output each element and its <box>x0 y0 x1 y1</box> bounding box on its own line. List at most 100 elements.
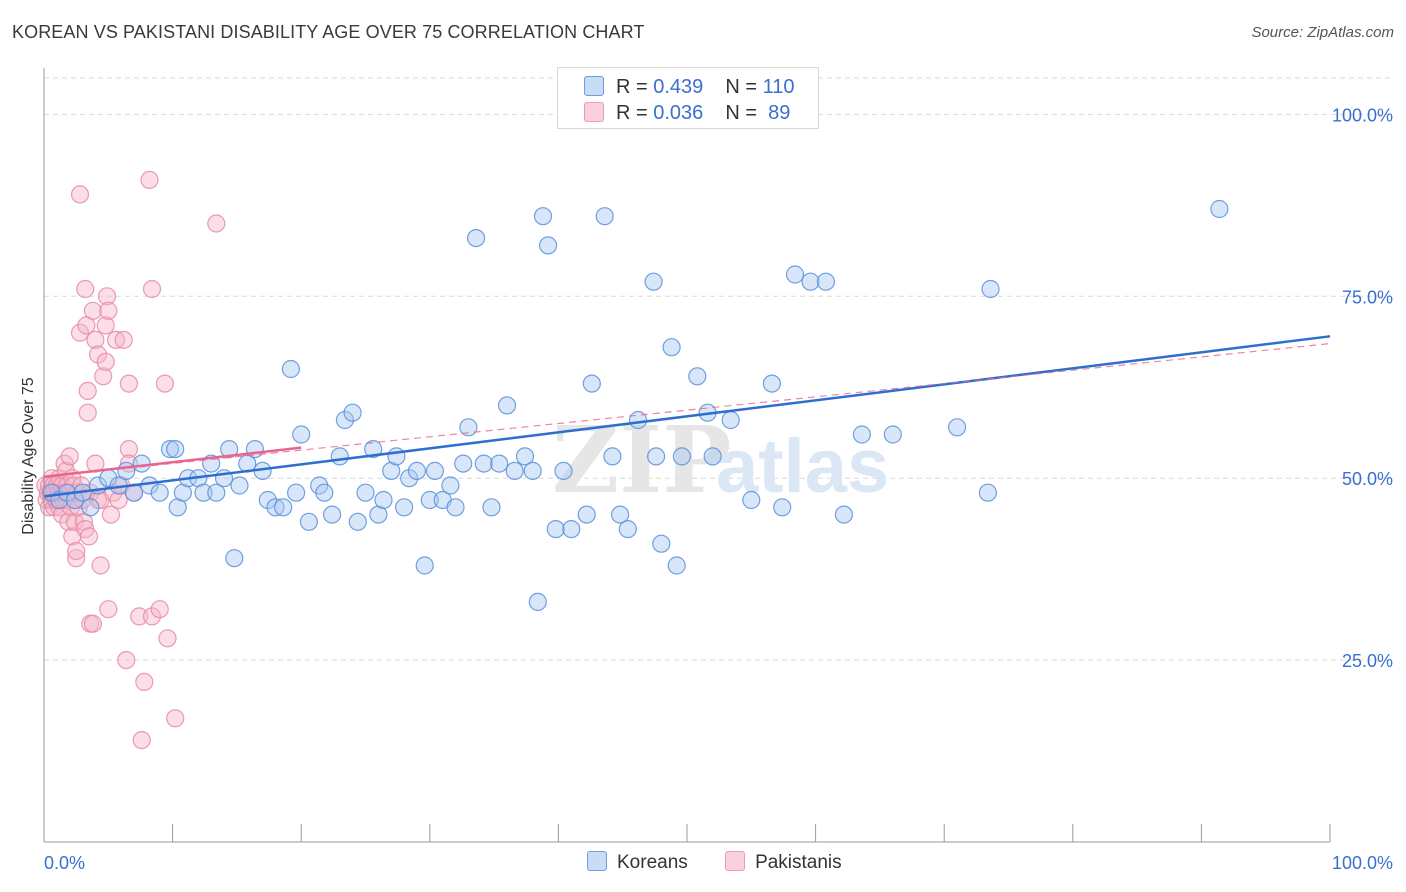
r-value-koreans: 0.439 <box>653 76 704 98</box>
pakistani-point <box>207 214 226 233</box>
korean-point <box>348 512 367 531</box>
stats-legend: R = 0.439 N = 110 R = 0.036 N = 89 <box>557 67 819 129</box>
pakistani-point <box>78 381 97 400</box>
korean-point <box>459 418 478 437</box>
korean-point <box>173 483 192 502</box>
korean-point <box>801 272 820 291</box>
pakistani-point <box>99 301 118 320</box>
korean-point <box>323 505 342 524</box>
x-tick-label: 100.0% <box>1332 853 1393 873</box>
legend-row-koreans: R = 0.439 N = 110 <box>584 76 794 100</box>
legend-row-pakistanis: R = 0.036 N = 89 <box>584 102 790 126</box>
korean-point <box>415 556 434 575</box>
pakistani-point <box>70 185 90 204</box>
korean-point <box>407 461 426 480</box>
pakistani-point <box>78 403 97 422</box>
korean-point <box>721 410 740 430</box>
korean-point <box>644 272 663 291</box>
r-label: R = <box>616 102 654 124</box>
n-value-koreans: 110 <box>762 76 795 98</box>
korean-point <box>387 447 406 466</box>
pakistani-point <box>76 279 95 299</box>
korean-point <box>292 425 311 444</box>
korean-point <box>454 454 473 473</box>
pakistani-point <box>83 614 103 633</box>
korean-point <box>703 447 722 466</box>
r-label: R = <box>616 76 654 98</box>
korean-point <box>81 498 100 517</box>
pakistani-point <box>150 600 169 619</box>
korean-point <box>225 549 244 568</box>
pakistani-point <box>155 374 174 393</box>
korean-point <box>947 418 967 437</box>
pakistani-point <box>142 279 162 299</box>
pakistani-point <box>130 607 149 626</box>
legend-item-pakistanis[interactable]: Pakistanis <box>725 851 842 874</box>
n-label: N = <box>725 102 763 124</box>
pakistani-point <box>83 301 103 320</box>
korean-point <box>981 279 1000 299</box>
korean-point <box>505 461 524 480</box>
korean-point <box>446 498 465 517</box>
korean-point <box>883 425 902 444</box>
pakistani-point <box>97 287 117 306</box>
korean-point <box>374 490 393 510</box>
grid-layer <box>44 77 1392 661</box>
axis-layer: 25.0% 50.0% 75.0% 100.0% 0.0% 100.0% Disabilit… <box>20 68 1393 873</box>
pakistani-point <box>67 549 86 568</box>
korean-point <box>515 447 535 466</box>
pakistani-point <box>86 330 105 349</box>
pakistani-point <box>166 709 185 728</box>
watermark-zip: ZIP <box>552 406 731 514</box>
legend-item-koreans[interactable]: Koreans <box>587 851 688 874</box>
pakistani-point <box>96 352 115 371</box>
legend-label-pakistanis: Pakistanis <box>755 852 842 873</box>
korean-point <box>554 461 573 480</box>
korean-point <box>538 236 558 255</box>
korean-point <box>595 207 614 226</box>
chart-title: KOREAN VS PAKISTANI DISABILITY AGE OVER … <box>12 22 645 42</box>
y-tick-label: 75.0% <box>1342 287 1393 307</box>
korean-point <box>395 498 414 517</box>
korean-point <box>672 447 692 466</box>
pakistani-point <box>135 672 154 692</box>
korean-point <box>343 403 362 422</box>
pakistani-point <box>101 505 121 524</box>
koreans-legend-swatch <box>587 851 607 871</box>
korean-point <box>400 469 419 488</box>
y-tick-label: 100.0% <box>1332 105 1393 125</box>
korean-point <box>618 519 637 539</box>
pakistani-point <box>117 650 136 670</box>
korean-point <box>474 454 493 473</box>
korean-point <box>852 425 872 444</box>
y-axis-label: Disability Age Over 75 <box>20 377 37 535</box>
korean-point <box>441 476 460 495</box>
pakistani-point <box>142 607 162 626</box>
korean-point <box>742 490 761 510</box>
korean-point <box>688 367 707 386</box>
korean-point <box>773 498 792 517</box>
pakistani-point <box>158 629 177 648</box>
korean-point <box>330 447 349 466</box>
korean-point <box>652 534 671 553</box>
pakistani-point <box>119 374 138 393</box>
pakistanis-swatch <box>584 102 604 122</box>
korean-point <box>274 498 293 517</box>
korean-point <box>533 207 553 226</box>
pakistani-point <box>140 170 159 189</box>
korean-point <box>603 447 622 466</box>
pakistani-point <box>70 323 90 342</box>
korean-point <box>546 519 565 539</box>
korean-point <box>266 498 285 517</box>
korean-point <box>166 440 185 459</box>
korean-point <box>364 440 383 459</box>
korean-point <box>356 483 375 502</box>
korean-point <box>816 272 836 291</box>
r-value-pakistanis: 0.036 <box>653 102 704 124</box>
korean-point <box>497 396 517 415</box>
korean-point <box>1210 199 1229 219</box>
korean-point <box>335 410 354 430</box>
korean-point <box>610 505 630 524</box>
